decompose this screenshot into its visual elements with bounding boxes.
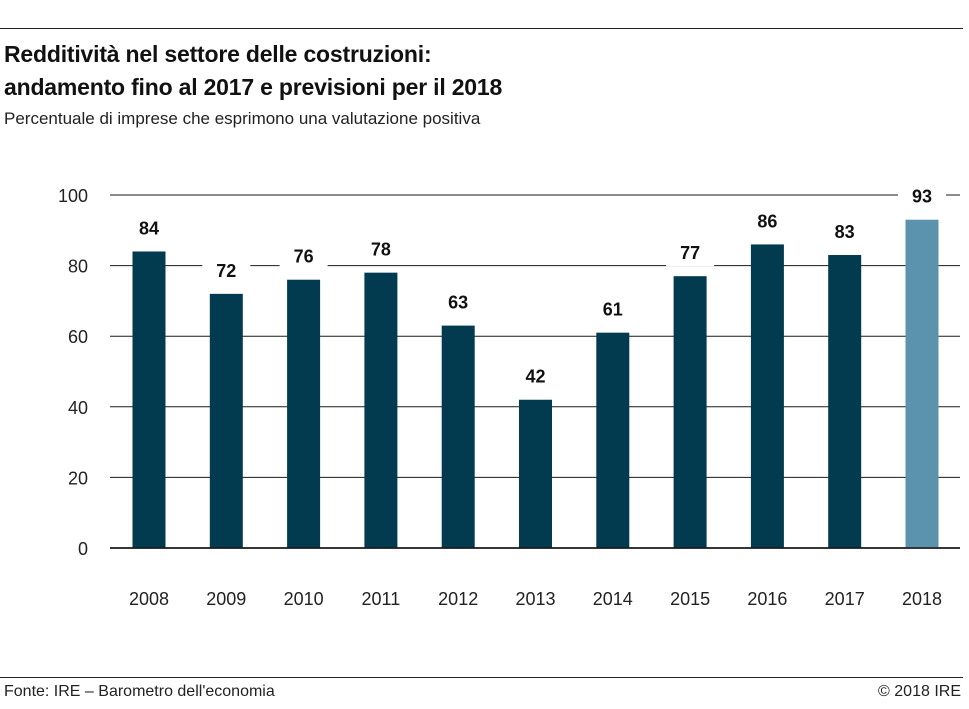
x-tick-label: 2013 — [515, 589, 555, 609]
bar-2009 — [209, 293, 243, 548]
chart-title-line-2: andamento fino al 2017 e previsioni per … — [4, 74, 503, 100]
value-label-mask — [898, 179, 946, 210]
bar-chart: 0 20 40 60 80 100 84 2008 72 2009 76 2010 78 2011 63 20… — [57, 179, 960, 609]
chart-subtitle: Percentuale di imprese che esprimono una… — [4, 109, 481, 128]
y-tick-label: 0 — [78, 539, 88, 559]
value-label-mask — [666, 236, 715, 267]
copyright-note: © 2018 IRE — [878, 683, 961, 700]
x-tick-label: 2011 — [362, 589, 401, 609]
bar-2016 — [750, 244, 784, 549]
bar-2008 — [132, 251, 166, 549]
y-tick-label: 80 — [68, 257, 88, 277]
data-label-2014: 61 — [603, 300, 623, 320]
y-tick-label: 60 — [68, 327, 88, 347]
bar-2012 — [441, 325, 475, 548]
value-label-mask — [125, 211, 173, 242]
y-tick-label: 100 — [58, 186, 88, 206]
y-tick-label: 20 — [68, 468, 88, 488]
x-tick-label: 2017 — [825, 589, 865, 609]
data-label-2010: 76 — [294, 247, 314, 267]
value-label-mask — [588, 292, 637, 323]
data-label-2018: 93 — [912, 187, 932, 207]
y-tick-label: 40 — [68, 398, 88, 418]
chart-title-line-1: Redditività nel settore delle costruzion… — [4, 41, 432, 67]
value-label-mask — [202, 253, 251, 284]
bar-2011 — [364, 272, 398, 548]
x-tick-label: 2014 — [593, 589, 633, 609]
bar-2017 — [828, 255, 862, 548]
bar-2015 — [673, 276, 707, 548]
bottom-rule — [0, 677, 963, 678]
value-label-mask — [279, 239, 328, 270]
data-label-2008: 84 — [139, 218, 159, 238]
data-label-2011: 78 — [371, 240, 391, 260]
x-tick-label: 2015 — [670, 589, 710, 609]
value-label-mask — [820, 215, 869, 246]
x-tick-label: 2018 — [902, 589, 942, 609]
value-label-mask — [434, 285, 483, 316]
bar-2013 — [519, 399, 552, 548]
x-tick-label: 2010 — [284, 589, 324, 609]
x-tick-label: 2012 — [438, 589, 478, 609]
chart-title: Redditività nel settore delle costruzion… — [4, 38, 502, 104]
x-tick-label: 2008 — [129, 589, 169, 609]
bar-2018 — [905, 219, 939, 548]
data-label-2012: 63 — [448, 293, 468, 313]
bar-2010 — [287, 279, 321, 548]
bar-2014 — [596, 332, 630, 548]
x-tick-label: 2009 — [206, 589, 246, 609]
data-label-2017: 83 — [835, 222, 855, 242]
value-label-mask — [356, 232, 405, 263]
data-label-2009: 72 — [216, 261, 236, 281]
source-note: Fonte: IRE – Barometro dell'economia — [4, 683, 275, 700]
top-rule — [0, 28, 963, 29]
data-label-2015: 77 — [680, 243, 700, 263]
data-label-2016: 86 — [757, 211, 777, 231]
data-label-2013: 42 — [525, 367, 545, 387]
value-label-mask — [511, 359, 560, 390]
x-tick-label: 2016 — [747, 589, 787, 609]
value-label-mask — [743, 204, 792, 235]
